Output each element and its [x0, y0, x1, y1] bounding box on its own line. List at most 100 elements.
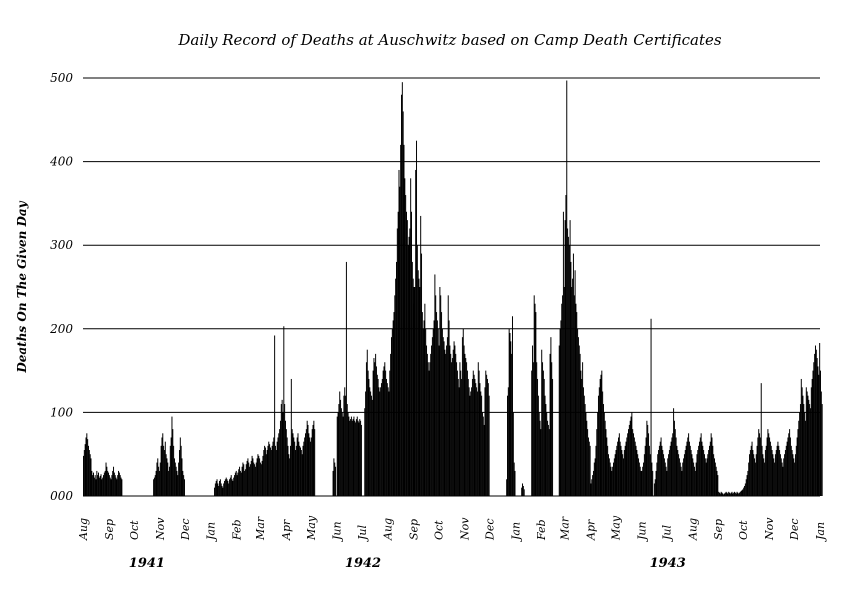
data-bar	[466, 362, 468, 496]
data-bar	[86, 433, 88, 496]
data-bar	[665, 466, 667, 496]
x-tick-label: Dec	[788, 519, 801, 542]
data-bar	[332, 470, 334, 496]
x-tick-label: Jun	[331, 521, 344, 542]
data-bar	[350, 419, 352, 496]
data-bar	[721, 492, 723, 496]
data-bar	[770, 445, 772, 496]
data-bar	[783, 458, 785, 496]
data-bar	[419, 287, 421, 496]
data-bar	[345, 395, 347, 496]
data-bar	[574, 270, 576, 496]
data-bar	[565, 195, 567, 497]
data-bar	[539, 420, 541, 496]
data-bar	[658, 445, 660, 496]
data-bar	[115, 477, 117, 496]
data-bar	[239, 466, 241, 496]
data-bar	[305, 429, 307, 496]
data-bar	[262, 455, 264, 496]
data-bar	[795, 445, 797, 496]
data-bar	[256, 458, 258, 496]
data-bar	[387, 387, 389, 496]
data-bar	[395, 278, 397, 496]
data-bar	[175, 466, 177, 496]
data-bar	[259, 458, 261, 496]
data-bar	[672, 433, 674, 496]
data-bar	[622, 454, 624, 496]
data-bar	[562, 295, 564, 496]
data-bar	[774, 462, 776, 496]
data-bar	[300, 450, 302, 496]
data-bar	[453, 341, 455, 496]
data-bar	[435, 295, 437, 496]
data-bar	[299, 445, 301, 496]
data-bar	[231, 479, 233, 496]
x-tick-label: Aug	[686, 518, 699, 541]
data-bar	[618, 437, 619, 496]
data-bar	[551, 362, 553, 496]
x-tick-label: Mar	[559, 516, 572, 541]
data-bar	[541, 349, 543, 496]
data-bar	[158, 466, 160, 496]
data-bar	[334, 462, 336, 496]
data-bar	[749, 450, 751, 496]
data-bar	[406, 220, 408, 496]
data-bar	[580, 370, 582, 496]
data-bar	[408, 236, 410, 496]
data-bar	[430, 353, 432, 496]
data-bar	[688, 441, 690, 496]
data-bar	[618, 433, 620, 496]
data-bar	[283, 326, 285, 496]
data-bar	[649, 454, 651, 496]
data-bar	[703, 454, 705, 496]
data-bar	[728, 491, 730, 496]
chart-title: Daily Record of Deaths at Auschwitz base…	[178, 31, 722, 49]
data-bar	[449, 345, 451, 496]
data-bar	[301, 454, 303, 496]
data-bar	[343, 395, 345, 496]
data-bar	[605, 429, 607, 496]
data-bar	[751, 441, 753, 496]
data-bar	[107, 470, 109, 496]
data-bar	[567, 236, 569, 496]
data-bar	[446, 345, 448, 496]
data-bar	[755, 454, 757, 496]
data-bar	[293, 437, 295, 496]
data-bar	[617, 441, 619, 496]
data-bar	[643, 462, 645, 496]
data-bar	[93, 477, 95, 496]
data-bar	[412, 278, 414, 496]
data-bar	[238, 469, 240, 496]
data-bar	[736, 491, 738, 496]
data-bar	[641, 470, 643, 496]
data-bar	[160, 445, 162, 496]
y-tick-label: 400	[49, 155, 73, 169]
data-bar	[637, 454, 639, 496]
data-bar	[507, 395, 508, 496]
data-bar	[522, 485, 524, 496]
data-bar	[298, 441, 300, 496]
data-bar	[545, 404, 547, 496]
data-bar	[183, 479, 185, 496]
data-bar	[660, 437, 662, 496]
data-bar	[310, 437, 312, 496]
data-bar	[716, 470, 718, 496]
data-bar	[251, 455, 253, 496]
data-bar	[351, 420, 353, 496]
data-bar	[708, 450, 710, 496]
data-bar	[97, 475, 99, 496]
data-bar	[373, 358, 375, 496]
data-bar	[473, 374, 475, 496]
data-bar	[566, 80, 568, 496]
data-bar	[799, 412, 801, 496]
data-bar	[229, 477, 231, 496]
data-bar	[784, 450, 786, 496]
data-bar	[432, 328, 434, 496]
data-bar	[699, 437, 701, 496]
data-bar	[416, 245, 418, 496]
data-bar	[805, 387, 807, 496]
data-bar	[697, 450, 699, 496]
data-bar	[656, 462, 658, 496]
data-bar	[121, 479, 123, 496]
data-bar	[309, 437, 311, 496]
